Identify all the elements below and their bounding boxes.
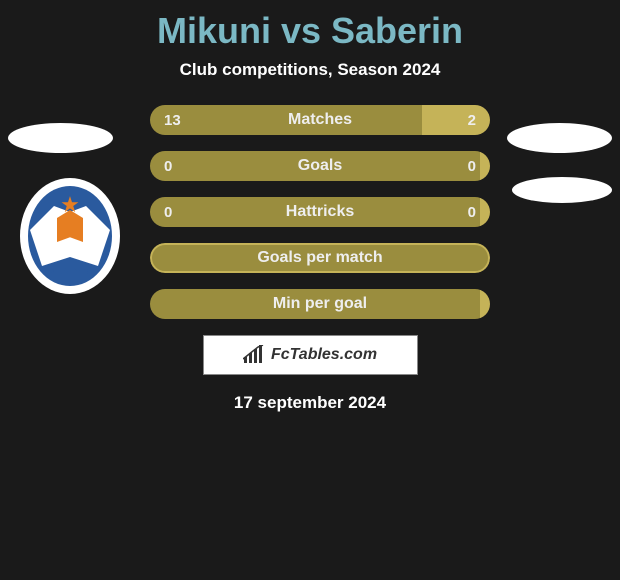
stat-label: Goals [298,157,342,175]
badge-text: ALBIREX [51,267,90,276]
subtitle: Club competitions, Season 2024 [10,60,610,105]
stat-label: Goals per match [257,249,382,267]
stat-row-gpm: Goals per match [150,243,490,273]
stat-row-hattricks: 0 Hattricks 0 [150,197,490,227]
stats-area: 13 2 Matches 0 Goals 0 0 Hattricks 0 Goa… [150,105,470,319]
player-right-avatar-2 [512,177,612,203]
stat-right-val: 0 [468,204,476,221]
stat-right-strip [480,197,490,227]
player-right-avatar [507,123,612,153]
stat-label: Min per goal [273,295,367,313]
page-title: Mikuni vs Saberin [10,0,610,60]
stat-right-val: 2 [422,105,490,135]
player-left-avatar [8,123,113,153]
logo-text: FcTables.com [271,346,377,364]
stat-row-goals: 0 Goals 0 [150,151,490,181]
stat-right-val: 0 [468,158,476,175]
stat-label: Hattricks [286,203,354,221]
team-badge-left: ★ ALBIREX [20,178,120,294]
date-text: 17 september 2024 [10,393,610,413]
stat-label: Matches [288,111,352,129]
stat-left-val: 13 [150,105,422,135]
stat-full-bar: Goals per match [150,243,490,273]
stat-right-strip [480,289,490,319]
stat-right-strip [480,151,490,181]
fctables-logo[interactable]: FcTables.com [203,335,418,375]
stat-row-matches: 13 2 Matches [150,105,490,135]
main-container: Mikuni vs Saberin Club competitions, Sea… [0,0,620,413]
stat-row-mpg: Min per goal [150,289,490,319]
chart-icon [243,345,265,365]
